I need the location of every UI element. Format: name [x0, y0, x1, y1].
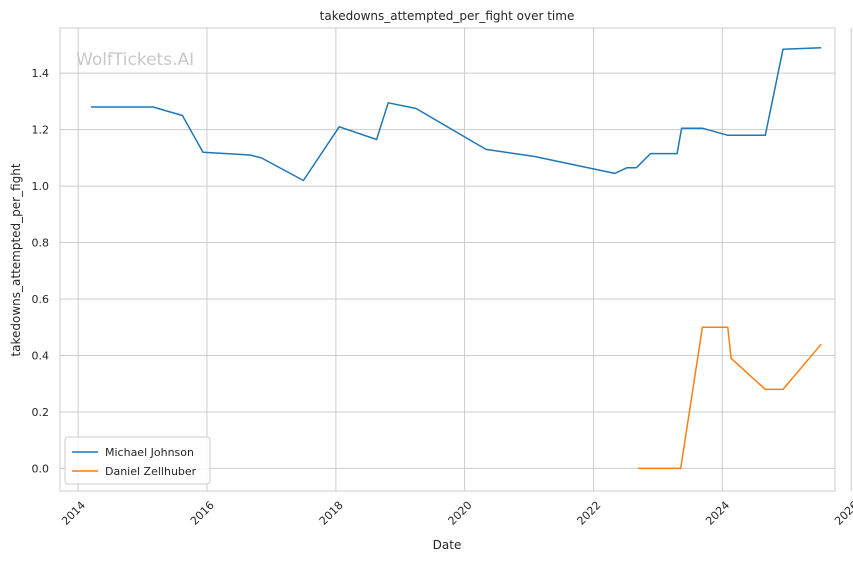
chart-title: takedowns_attempted_per_fight over time: [320, 9, 575, 23]
x-tick-2020: 2020: [446, 499, 475, 528]
legend-box: [64, 436, 211, 485]
y-tick-0.4: 0.4: [32, 349, 50, 362]
series-line-michael-johnson: [91, 47, 822, 182]
x-axis-label: Date: [433, 538, 462, 552]
x-tick-2026: 2026: [832, 499, 853, 528]
watermark: WolfTickets.AI: [76, 50, 194, 70]
legend: Michael Johnson Daniel Zellhuber: [64, 436, 211, 485]
y-tick-1.2: 1.2: [32, 124, 50, 137]
y-tick-0.2: 0.2: [32, 406, 50, 419]
x-tick-2024: 2024: [703, 499, 732, 528]
y-tick-0.0: 0.0: [32, 462, 50, 475]
x-tick-2018: 2018: [317, 499, 346, 528]
vertical-gridlines: [77, 28, 852, 491]
y-axis-label: takedowns_attempted_per_fight: [9, 163, 23, 356]
x-tick-2016: 2016: [188, 499, 217, 528]
legend-label-michael-johnson: Michael Johnson: [105, 446, 194, 459]
plot-frame: [59, 27, 836, 492]
y-tick-0.8: 0.8: [32, 237, 50, 250]
y-tick-1.0: 1.0: [32, 180, 50, 193]
y-tick-1.4: 1.4: [32, 67, 50, 80]
series-layer: [91, 47, 822, 470]
y-tick-0.6: 0.6: [32, 293, 50, 306]
x-tick-2014: 2014: [59, 499, 88, 528]
legend-label-daniel-zellhuber: Daniel Zellhuber: [105, 465, 197, 478]
y-tick-labels: 0.0 0.2 0.4 0.6 0.8 1.0 1.2 1.4: [32, 67, 50, 475]
x-tick-2022: 2022: [574, 499, 603, 528]
x-tick-labels: 2014 2016 2018 2020 2022 2024 2026: [59, 499, 853, 528]
series-line-daniel-zellhuber: [638, 326, 822, 470]
